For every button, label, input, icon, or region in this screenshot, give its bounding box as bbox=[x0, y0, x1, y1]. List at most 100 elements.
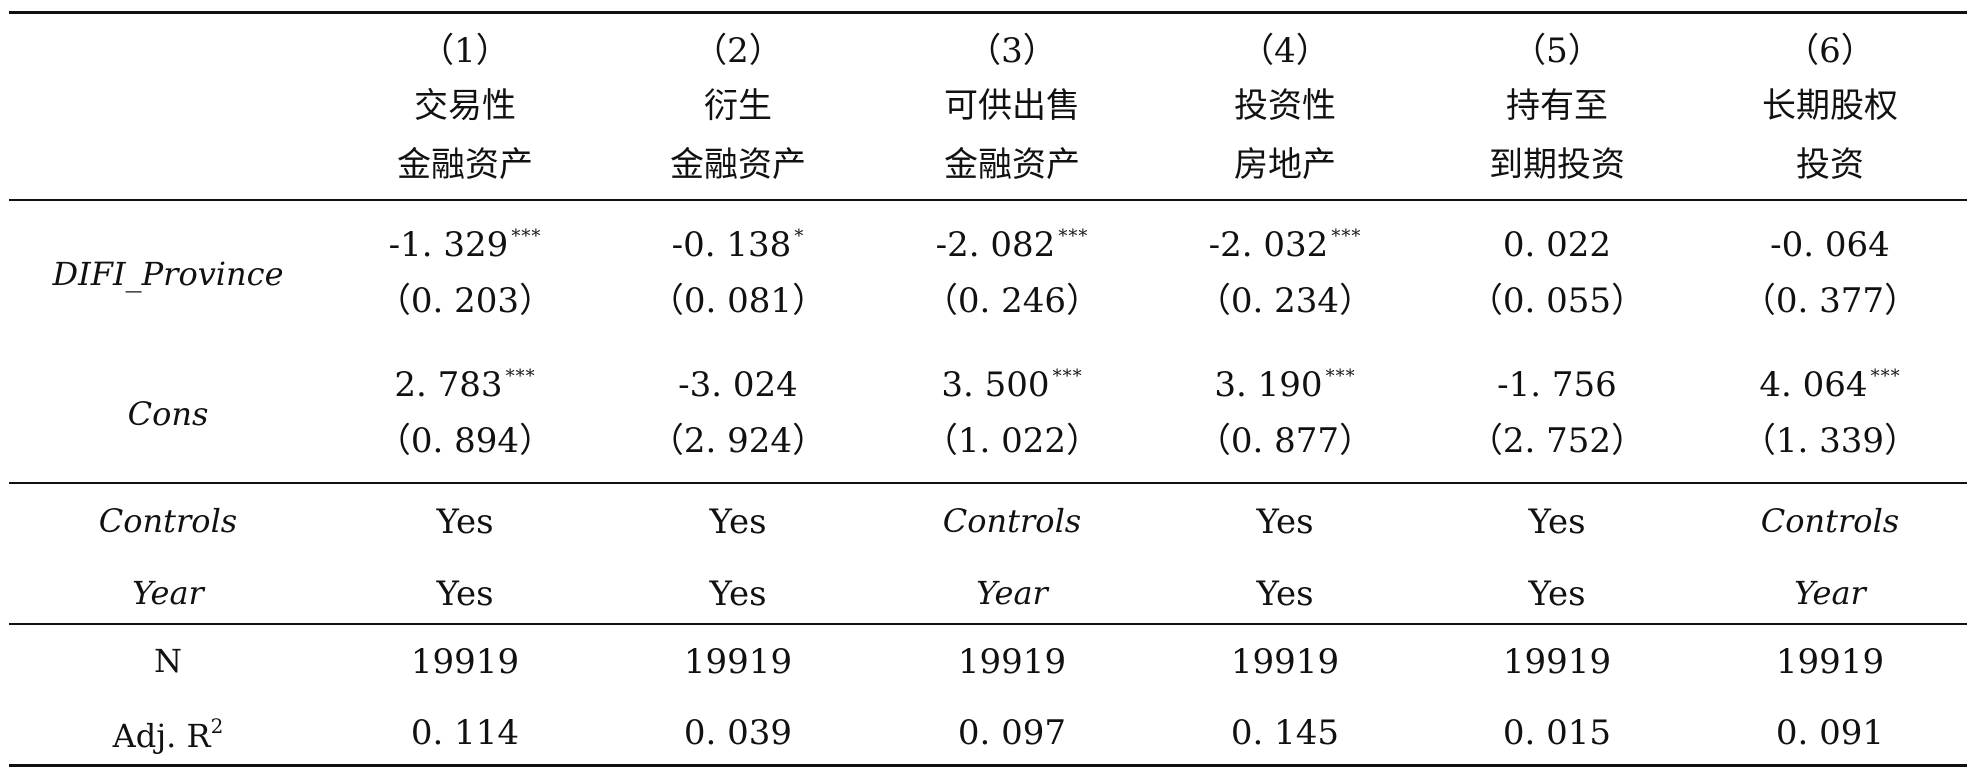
year-value-3: Year bbox=[976, 574, 1048, 612]
column-title-line2-2: 金融资产 bbox=[670, 145, 806, 185]
column-title-line1-5: 持有至 bbox=[1506, 86, 1608, 126]
significance-stars: *** bbox=[505, 366, 536, 387]
top-rule bbox=[9, 11, 1967, 14]
se-cons-4: （0. 877） bbox=[1196, 421, 1374, 461]
coef-value: -2. 032 bbox=[1208, 225, 1329, 265]
se-cons-6: （1. 339） bbox=[1741, 421, 1919, 461]
coef-difi-4: -2. 032 *** bbox=[1208, 225, 1362, 265]
coef-cons-6: 4. 064 *** bbox=[1759, 365, 1901, 405]
coef-difi-3: -2. 082 *** bbox=[935, 225, 1089, 265]
coef-value: -0. 064 bbox=[1770, 225, 1890, 265]
column-title-line1-3: 可供出售 bbox=[944, 86, 1080, 126]
coef-value: 0. 022 bbox=[1502, 225, 1612, 265]
row-label-n: N bbox=[154, 642, 182, 680]
column-number-4: （4） bbox=[1240, 31, 1330, 71]
coef-difi-5: 0. 022 bbox=[1503, 228, 1611, 262]
column-number-1: （1） bbox=[420, 31, 510, 71]
year-value-1: Yes bbox=[436, 574, 494, 614]
significance-stars: * bbox=[794, 226, 805, 247]
coef-difi-6: -0. 064 bbox=[1770, 228, 1890, 262]
column-number-2: （2） bbox=[693, 31, 783, 71]
se-difi-2: （0. 081） bbox=[649, 281, 827, 321]
row-label-controls: Controls bbox=[98, 502, 238, 540]
header-rule bbox=[9, 199, 1967, 201]
significance-stars: *** bbox=[1870, 366, 1901, 387]
se-difi-5: （0. 055） bbox=[1468, 281, 1646, 321]
coef-cons-5: -1. 756 bbox=[1497, 368, 1617, 402]
coef-value: 3. 190 bbox=[1214, 365, 1323, 405]
coef-cons-1: 2. 783 *** bbox=[394, 365, 536, 405]
adjr2-value-4: 0. 145 bbox=[1230, 713, 1340, 753]
significance-stars: *** bbox=[1052, 366, 1083, 387]
row-label-year: Year bbox=[132, 574, 204, 612]
se-cons-1: （0. 894） bbox=[376, 421, 554, 461]
coef-cons-3: 3. 500 *** bbox=[941, 365, 1083, 405]
adjr2-superscript: 2 bbox=[210, 714, 224, 738]
adjr2-label-text: Adj. R bbox=[112, 717, 211, 755]
controls-value-2: Yes bbox=[709, 502, 767, 542]
significance-stars: *** bbox=[1325, 366, 1356, 387]
bottom-rule bbox=[9, 764, 1967, 767]
column-title-line2-4: 房地产 bbox=[1234, 145, 1336, 185]
year-value-4: Yes bbox=[1256, 574, 1314, 614]
se-cons-3: （1. 022） bbox=[923, 421, 1101, 461]
se-difi-1: （0. 203） bbox=[376, 281, 554, 321]
adjr2-value-3: 0. 097 bbox=[957, 713, 1067, 753]
adjr2-value-1: 0. 114 bbox=[410, 713, 520, 753]
se-cons-5: （2. 752） bbox=[1468, 421, 1646, 461]
column-number-5: （5） bbox=[1512, 31, 1602, 71]
se-difi-4: （0. 234） bbox=[1196, 281, 1374, 321]
coef-value: -1. 329 bbox=[388, 225, 509, 265]
n-value-3: 19919 bbox=[957, 642, 1067, 682]
column-number-6: （6） bbox=[1785, 31, 1875, 71]
adjr2-value-6: 0. 091 bbox=[1775, 713, 1885, 753]
column-title-line2-1: 金融资产 bbox=[397, 145, 533, 185]
year-value-2: Yes bbox=[709, 574, 767, 614]
se-difi-3: （0. 246） bbox=[923, 281, 1101, 321]
year-value-5: Yes bbox=[1528, 574, 1586, 614]
column-title-line1-4: 投资性 bbox=[1234, 86, 1336, 126]
n-value-6: 19919 bbox=[1775, 642, 1885, 682]
coef-value: 2. 783 bbox=[394, 365, 503, 405]
se-difi-6: （0. 377） bbox=[1741, 281, 1919, 321]
coef-difi-1: -1. 329 *** bbox=[388, 225, 542, 265]
coef-value: -1. 756 bbox=[1497, 365, 1617, 405]
column-title-line1-2: 衍生 bbox=[704, 86, 772, 126]
coef-cons-4: 3. 190 *** bbox=[1214, 365, 1356, 405]
coef-value: -0. 138 bbox=[671, 225, 792, 265]
stats-rule bbox=[9, 623, 1967, 625]
column-title-line1-6: 长期股权 bbox=[1762, 86, 1898, 126]
significance-stars: *** bbox=[1058, 226, 1089, 247]
n-value-2: 19919 bbox=[683, 642, 793, 682]
controls-value-3: Controls bbox=[942, 502, 1082, 540]
controls-value-4: Yes bbox=[1256, 502, 1314, 542]
controls-value-6: Controls bbox=[1760, 502, 1900, 540]
controls-value-5: Yes bbox=[1528, 502, 1586, 542]
column-title-line2-6: 投资 bbox=[1796, 145, 1864, 185]
column-title-line1-1: 交易性 bbox=[414, 86, 516, 126]
column-title-line2-5: 到期投资 bbox=[1489, 145, 1625, 185]
n-value-5: 19919 bbox=[1502, 642, 1612, 682]
coef-value: 4. 064 bbox=[1759, 365, 1868, 405]
adjr2-value-2: 0. 039 bbox=[683, 713, 793, 753]
column-number-3: （3） bbox=[967, 31, 1057, 71]
row-label-cons: Cons bbox=[127, 395, 209, 433]
adjr2-value-5: 0. 015 bbox=[1502, 713, 1612, 753]
coef-value: -3. 024 bbox=[678, 365, 798, 405]
controls-value-1: Yes bbox=[436, 502, 494, 542]
significance-stars: *** bbox=[511, 226, 542, 247]
significance-stars: *** bbox=[1331, 226, 1362, 247]
row-label-adjr2: Adj. R2 bbox=[113, 716, 224, 752]
row-label-difi: DIFI_Province bbox=[52, 255, 284, 293]
mid-rule bbox=[9, 482, 1967, 484]
coef-value: 3. 500 bbox=[941, 365, 1050, 405]
se-cons-2: （2. 924） bbox=[649, 421, 827, 461]
n-value-4: 19919 bbox=[1230, 642, 1340, 682]
coef-cons-2: -3. 024 bbox=[678, 368, 798, 402]
n-value-1: 19919 bbox=[410, 642, 520, 682]
column-title-line2-3: 金融资产 bbox=[944, 145, 1080, 185]
coef-difi-2: -0. 138 * bbox=[671, 225, 805, 265]
year-value-6: Year bbox=[1794, 574, 1866, 612]
coef-value: -2. 082 bbox=[935, 225, 1056, 265]
